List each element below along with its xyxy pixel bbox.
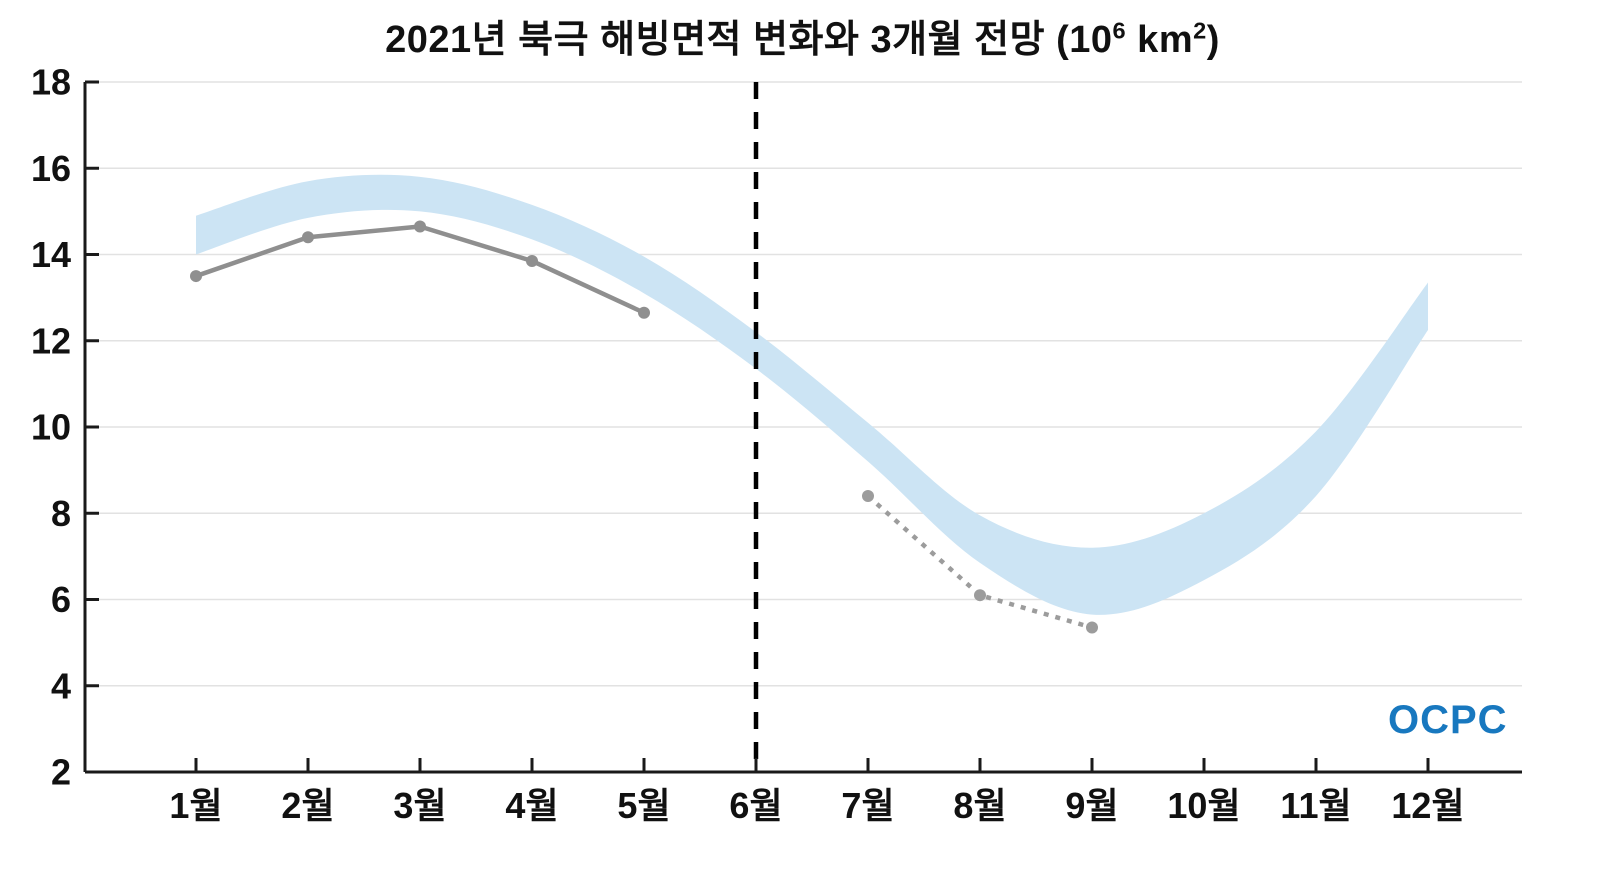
- y-tick-label: 12: [31, 320, 71, 361]
- title-superscript-exponent: 6: [1112, 17, 1127, 44]
- x-tick-label: 2월: [281, 785, 334, 826]
- y-tick-label: 2: [51, 752, 71, 793]
- title-superscript-squared: 2: [1193, 17, 1207, 44]
- y-tick-label: 16: [31, 148, 71, 189]
- x-tick-label: 5월: [617, 785, 670, 826]
- y-tick-label: 18: [31, 62, 71, 103]
- observed-point: [302, 231, 314, 244]
- x-tick-label: 11월: [1280, 785, 1351, 826]
- x-tick-label: 1월: [169, 785, 222, 826]
- ocpc-logo: OCPC: [1388, 698, 1508, 742]
- observed-point: [638, 306, 650, 319]
- forecast-line: [866, 494, 1093, 630]
- y-tick-label: 6: [51, 579, 71, 620]
- title-unit: km: [1126, 19, 1194, 61]
- observed-point: [526, 254, 538, 267]
- x-tick-label: 3월: [393, 785, 446, 826]
- forecast-point: [974, 589, 986, 602]
- x-tick-label: 8월: [953, 785, 1006, 826]
- chart-title: 2021년 북극 해빙면적 변화와 3개월 전망 (106 km2): [0, 8, 1605, 63]
- forecast-point: [862, 490, 874, 502]
- x-tick-label: 4월: [505, 785, 558, 826]
- title-text: 2021년 북극 해빙면적 변화와 3개월 전망 (10: [385, 19, 1113, 61]
- title-close-paren: ): [1206, 19, 1220, 61]
- observed-point: [414, 220, 426, 233]
- forecast-point: [1086, 621, 1098, 634]
- observed-point: [190, 270, 202, 283]
- x-tick-label: 12월: [1391, 785, 1464, 826]
- x-tick-label: 10월: [1167, 785, 1240, 826]
- x-tick-label: 9월: [1065, 785, 1118, 826]
- x-tick-label: 7월: [841, 785, 894, 826]
- y-tick-label: 4: [51, 665, 71, 706]
- y-tick-label: 8: [51, 493, 71, 534]
- climatology-band: [196, 174, 1428, 615]
- y-tick-label: 14: [31, 234, 71, 275]
- x-tick-label: 6월: [729, 785, 782, 826]
- y-tick-label: 10: [31, 407, 71, 448]
